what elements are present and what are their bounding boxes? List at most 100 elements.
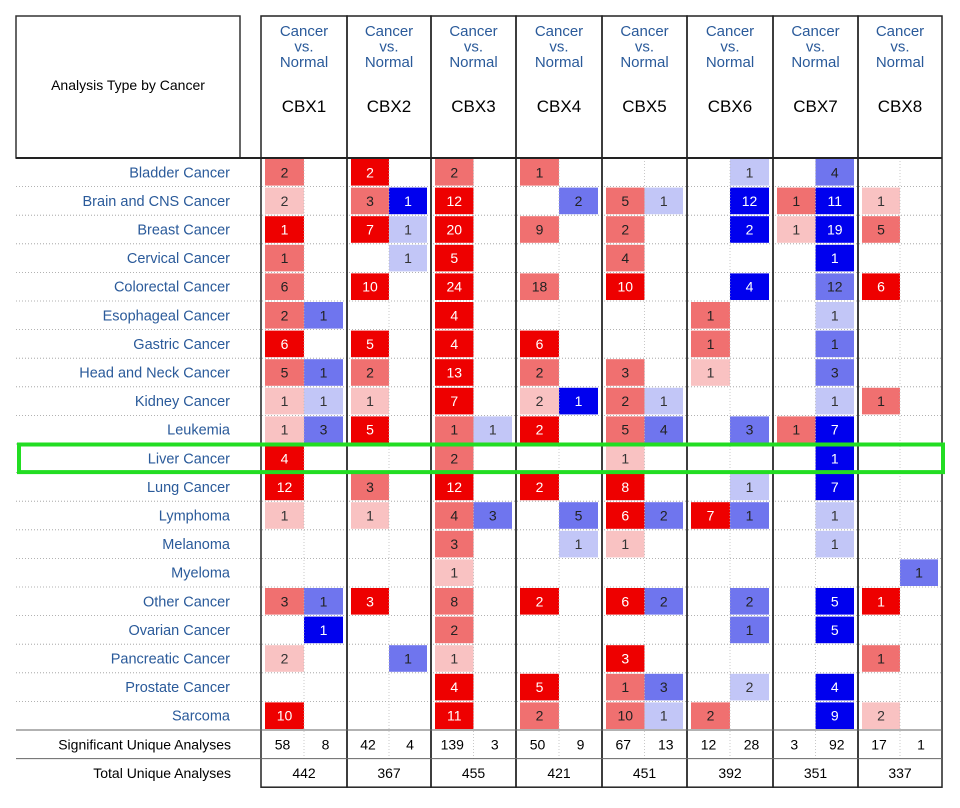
up-cell (265, 473, 304, 501)
cell-value: 1 (320, 622, 328, 638)
down-cell (815, 502, 854, 529)
cell-value: 13 (446, 365, 462, 381)
row-label: Gastric Cancer (133, 337, 230, 353)
down-cell (644, 673, 683, 701)
up-cell (862, 645, 900, 672)
cancer-vs-normal-label: vs. (294, 39, 313, 56)
cell-value: 4 (746, 279, 754, 295)
cell-value: 11 (447, 708, 462, 724)
cell-value: 3 (320, 422, 328, 438)
cell-value: 5 (831, 622, 839, 638)
cell-value: 1 (746, 479, 754, 495)
cell-value: 2 (621, 222, 629, 238)
cell-value: 2 (746, 679, 754, 695)
down-cell (815, 588, 854, 615)
up-cell (862, 216, 900, 243)
down-cell (815, 673, 854, 701)
up-cell (435, 416, 474, 443)
cell-value: 4 (450, 679, 458, 695)
down-cell (304, 359, 343, 386)
up-cell (435, 445, 474, 472)
up-cell (265, 159, 304, 186)
up-cell (351, 387, 389, 415)
up-cell (435, 187, 474, 215)
up-cell (435, 330, 474, 358)
up-cell (777, 187, 816, 215)
cancer-vs-normal-label: vs. (806, 39, 825, 56)
up-cell (351, 330, 389, 358)
cell-value: 3 (281, 593, 289, 609)
gene-label: CBX6 (708, 97, 752, 116)
cell-value: 6 (621, 593, 629, 609)
row-label: Kidney Cancer (135, 394, 230, 410)
cell-value: 3 (366, 193, 374, 209)
cell-value: 12 (827, 279, 843, 295)
row-label: Lung Cancer (147, 480, 230, 496)
up-cell (862, 387, 900, 415)
up-cell (520, 159, 559, 186)
cell-value: 1 (831, 307, 839, 323)
up-cell (265, 416, 304, 443)
down-cell (304, 416, 343, 443)
cell-value: 2 (621, 393, 629, 409)
down-cell (730, 673, 769, 701)
cell-value: 3 (660, 679, 668, 695)
cancer-vs-normal-label: Cancer (365, 23, 413, 40)
up-cell (862, 588, 900, 615)
cancer-vs-normal-label: Cancer (876, 23, 924, 40)
cell-value: 1 (404, 222, 412, 238)
cell-value: 1 (915, 565, 923, 581)
cell-value: 4 (831, 164, 839, 180)
cell-value: 1 (450, 422, 458, 438)
significant-down-value: 28 (744, 736, 760, 752)
up-cell (351, 359, 389, 386)
down-cell (559, 530, 598, 558)
cell-value: 3 (366, 593, 374, 609)
down-cell (730, 159, 769, 186)
up-cell (265, 588, 304, 615)
up-cell (606, 530, 645, 558)
down-cell (815, 359, 854, 386)
down-cell (644, 502, 683, 529)
row-label: Brain and CNS Cancer (83, 194, 231, 210)
significant-down-value: 9 (577, 736, 585, 752)
cell-value: 2 (877, 708, 885, 724)
cancer-vs-normal-label: Normal (535, 54, 583, 71)
cell-value: 10 (617, 708, 633, 724)
cell-value: 1 (660, 193, 668, 209)
cell-value: 24 (446, 279, 462, 295)
up-cell (606, 359, 645, 386)
up-cell (862, 273, 900, 300)
down-cell (815, 216, 854, 243)
cell-value: 1 (281, 422, 289, 438)
up-cell (435, 159, 474, 186)
cell-value: 2 (536, 365, 544, 381)
highlight-box-liver-cancer (17, 442, 945, 475)
up-cell (351, 159, 389, 186)
cell-value: 7 (366, 222, 374, 238)
significant-up-value: 12 (701, 736, 717, 752)
down-cell (644, 187, 683, 215)
down-cell (815, 187, 854, 215)
down-cell (815, 416, 854, 443)
up-cell (606, 673, 645, 701)
down-cell (304, 302, 343, 329)
up-cell (435, 387, 474, 415)
up-cell (435, 645, 474, 672)
cell-value: 2 (536, 393, 544, 409)
significant-down-value: 13 (658, 736, 674, 752)
cell-value: 1 (621, 536, 629, 552)
total-value: 451 (633, 765, 657, 781)
cell-value: 3 (450, 536, 458, 552)
cell-value: 7 (831, 479, 839, 495)
up-cell (435, 588, 474, 615)
up-cell (265, 273, 304, 300)
up-cell (606, 473, 645, 501)
cell-value: 1 (320, 393, 328, 409)
significant-up-value: 17 (871, 736, 887, 752)
